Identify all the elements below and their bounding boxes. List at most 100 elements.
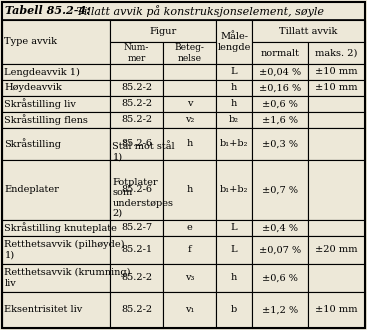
Text: ±0,7 %: ±0,7 % — [262, 185, 298, 194]
Text: Skråstilling: Skråstilling — [4, 139, 62, 149]
Bar — [308, 112, 365, 128]
Text: b: b — [231, 306, 237, 314]
Bar — [216, 236, 252, 264]
Bar — [110, 112, 163, 128]
Bar — [216, 264, 252, 292]
Bar — [163, 112, 216, 128]
Bar — [216, 128, 252, 160]
Bar — [308, 236, 365, 264]
Text: ±0,6 %: ±0,6 % — [262, 274, 298, 282]
Text: Lengdeavvik 1): Lengdeavvik 1) — [4, 67, 80, 77]
Text: Beteg-
nelse: Beteg- nelse — [175, 43, 204, 63]
Bar — [2, 112, 110, 128]
Text: 85.2-2: 85.2-2 — [121, 83, 152, 92]
Bar — [110, 144, 163, 160]
Text: Endeplater: Endeplater — [4, 185, 59, 194]
Bar — [2, 64, 110, 80]
Text: h: h — [231, 100, 237, 109]
Text: b₁+b₂: b₁+b₂ — [220, 185, 248, 194]
Bar — [2, 264, 110, 292]
Bar — [2, 292, 110, 328]
Text: ±0,16 %: ±0,16 % — [259, 83, 301, 92]
Text: Retthetsavvik (pilhøyde)
1): Retthetsavvik (pilhøyde) 1) — [4, 240, 125, 260]
Bar — [2, 160, 110, 220]
Text: ±1,2 %: ±1,2 % — [262, 306, 298, 314]
Bar — [163, 160, 216, 220]
Bar — [163, 236, 216, 264]
Bar — [163, 264, 216, 292]
Text: Måle-
lengde: Måle- lengde — [217, 32, 251, 52]
Text: h: h — [231, 274, 237, 282]
Bar — [163, 96, 216, 112]
Text: ±10 mm: ±10 mm — [315, 306, 358, 314]
Text: Eksentrisitet liv: Eksentrisitet liv — [4, 306, 83, 314]
Bar — [308, 96, 365, 112]
Text: ±20 mm: ±20 mm — [315, 246, 358, 254]
Bar — [216, 220, 252, 236]
Text: L: L — [231, 246, 237, 254]
Text: Høydeavvik: Høydeavvik — [4, 83, 62, 92]
Text: Tabell 85.2-4:: Tabell 85.2-4: — [5, 6, 90, 16]
Bar — [252, 80, 308, 96]
Text: Type avvik: Type avvik — [4, 38, 58, 47]
Bar — [216, 96, 252, 112]
Text: 85.2-6: 85.2-6 — [121, 140, 152, 148]
Bar — [110, 160, 163, 220]
Text: normalt: normalt — [261, 49, 299, 57]
Text: ±0,07 %: ±0,07 % — [259, 246, 301, 254]
Text: h: h — [186, 185, 193, 194]
Bar — [110, 42, 163, 64]
Text: f: f — [188, 246, 191, 254]
Bar — [163, 80, 216, 96]
Text: v₁: v₁ — [185, 306, 194, 314]
Text: 85.2-2: 85.2-2 — [121, 115, 152, 124]
Bar — [308, 264, 365, 292]
Bar — [252, 292, 308, 328]
Bar — [216, 80, 252, 96]
Text: 85.2-6: 85.2-6 — [121, 185, 152, 194]
Text: maks. 2): maks. 2) — [315, 49, 358, 57]
Bar — [308, 128, 365, 160]
Bar — [216, 64, 252, 80]
Bar — [2, 80, 110, 96]
Bar — [110, 220, 163, 236]
Text: 85.2-1: 85.2-1 — [121, 246, 152, 254]
Bar — [308, 292, 365, 328]
Text: 85.2-2: 85.2-2 — [121, 306, 152, 314]
Bar — [2, 2, 365, 20]
Bar — [216, 160, 252, 220]
Text: 85.2-2: 85.2-2 — [121, 100, 152, 109]
Text: ±0,6 %: ±0,6 % — [262, 100, 298, 109]
Bar — [216, 112, 252, 128]
Bar — [216, 292, 252, 328]
Text: v₃: v₃ — [185, 274, 194, 282]
Text: 85.2-2: 85.2-2 — [121, 274, 152, 282]
Bar — [110, 264, 163, 292]
Text: v₂: v₂ — [185, 115, 194, 124]
Bar — [110, 80, 163, 96]
Bar — [2, 236, 110, 264]
Text: e: e — [187, 223, 192, 233]
Text: L: L — [231, 68, 237, 77]
Text: ±10 mm: ±10 mm — [315, 83, 358, 92]
Text: Skråstilling liv: Skråstilling liv — [4, 99, 76, 109]
Bar — [252, 96, 308, 112]
Text: h: h — [186, 140, 193, 148]
Bar — [163, 128, 216, 160]
Bar — [163, 220, 216, 236]
Text: ±0,04 %: ±0,04 % — [259, 68, 301, 77]
Text: h: h — [231, 83, 237, 92]
Bar — [252, 220, 308, 236]
Text: Retthetsavvik (krumning)
liv: Retthetsavvik (krumning) liv — [4, 268, 131, 288]
Bar — [252, 64, 308, 80]
Bar — [252, 128, 308, 160]
Bar — [308, 160, 365, 220]
Text: ±1,6 %: ±1,6 % — [262, 115, 298, 124]
Bar — [110, 160, 163, 176]
Text: Num-
mer: Num- mer — [124, 43, 149, 63]
Bar — [110, 128, 163, 144]
Bar — [110, 20, 216, 42]
Bar — [252, 20, 365, 42]
Bar — [163, 292, 216, 328]
Bar — [252, 112, 308, 128]
